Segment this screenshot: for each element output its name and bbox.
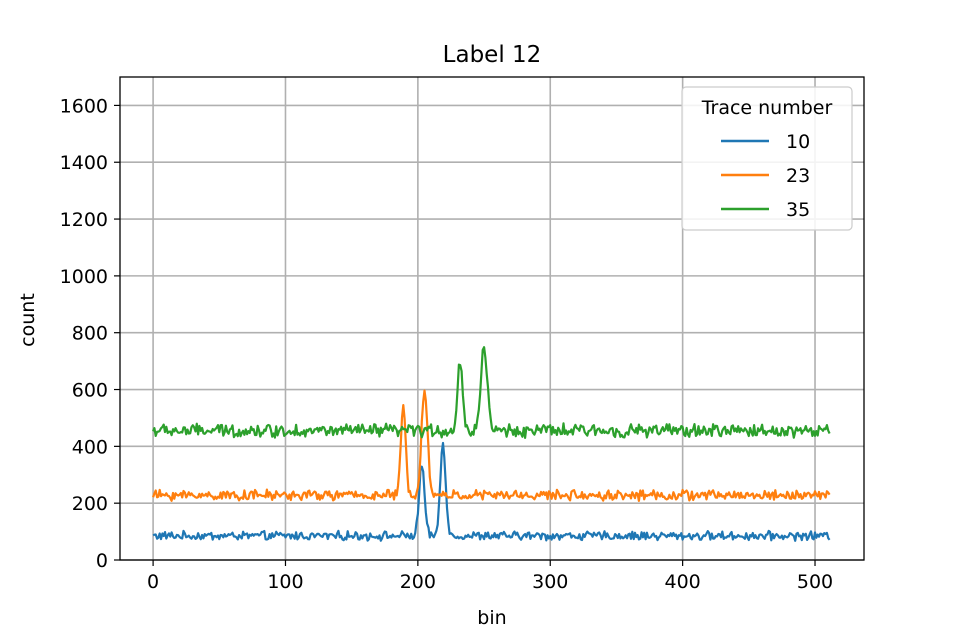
y-tick-label: 400 — [72, 436, 108, 458]
legend-box — [681, 86, 853, 231]
x-tick-label: 300 — [532, 571, 568, 593]
legend-label-35: 35 — [786, 199, 810, 221]
plot-frame — [119, 76, 865, 561]
y-tick-label: 1000 — [60, 266, 108, 288]
y-tick-label: 1400 — [60, 152, 108, 174]
y-tick-label: 200 — [72, 493, 108, 515]
y-axis: 0 200 400 600 800 1000 1200 1400 1600 — [60, 95, 120, 572]
x-tick-label: 200 — [400, 571, 436, 593]
y-tick-label: 1600 — [60, 95, 108, 117]
x-tick-label: 100 — [267, 571, 303, 593]
legend-title: Trace number — [701, 97, 833, 119]
y-tick-label: 1200 — [60, 209, 108, 231]
series-line-10 — [152, 441, 831, 542]
y-tick-label: 0 — [96, 550, 108, 572]
x-tick-label: 500 — [797, 571, 833, 593]
series-line-23 — [152, 389, 831, 502]
y-axis-title: count — [17, 293, 39, 347]
legend-label-23: 23 — [786, 165, 810, 187]
x-axis: 0 100 200 300 400 500 — [147, 560, 833, 593]
chart-title: Label 12 — [443, 42, 542, 68]
series-group — [152, 346, 831, 542]
x-tick-label: 0 — [147, 571, 159, 593]
series-line-35 — [152, 346, 831, 439]
x-tick-label: 400 — [665, 571, 701, 593]
y-tick-label: 800 — [72, 323, 108, 345]
legend-label-10: 10 — [786, 131, 810, 153]
legend: Trace number 10 23 35 — [681, 86, 853, 231]
x-axis-title: bin — [477, 607, 506, 629]
y-tick-label: 600 — [72, 380, 108, 402]
